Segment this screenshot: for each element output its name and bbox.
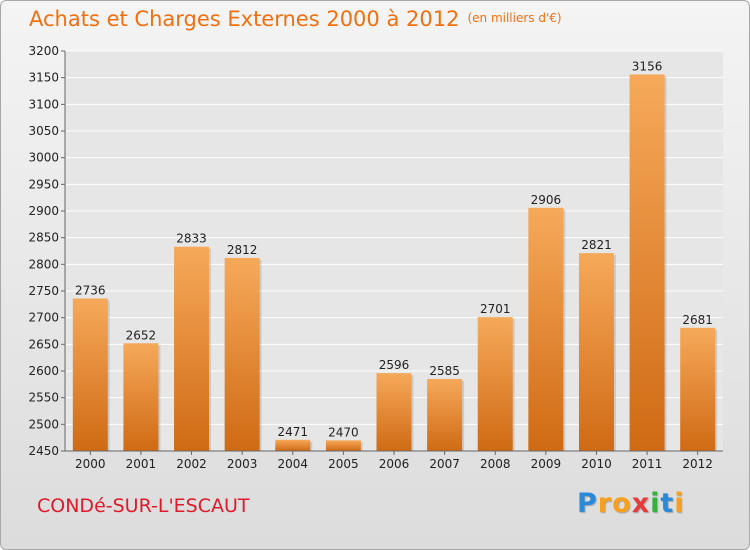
town-name: CONDé-SUR-L'ESCAUT [37, 495, 250, 517]
logo-letter: o [612, 488, 632, 519]
bar-value-label: 3156 [632, 59, 663, 73]
bar-value-label: 2681 [682, 313, 713, 327]
bar-value-label: 2833 [176, 232, 207, 246]
bar-value-label: 2596 [379, 358, 410, 372]
y-tick-label: 2550 [28, 391, 59, 405]
x-tick-label: 2007 [429, 457, 460, 471]
bar-2001 [123, 343, 159, 451]
x-tick-label: 2006 [379, 457, 410, 471]
y-tick-label: 2650 [28, 337, 59, 351]
y-tick-label: 2600 [28, 364, 59, 378]
bar-2005 [325, 440, 361, 451]
x-tick-label: 2008 [480, 457, 511, 471]
bar-value-label: 2471 [277, 425, 308, 439]
bar-2003 [224, 257, 260, 451]
x-tick-label: 2003 [227, 457, 258, 471]
bar-2000 [72, 298, 108, 451]
bar-2012 [680, 327, 716, 451]
x-tick-label: 2012 [682, 457, 713, 471]
x-axis-ticks: 2000 2001 2002 2003 2004 2005 2006 2007 2008 2009… [65, 450, 723, 471]
bar-value-label: 2906 [531, 193, 562, 207]
bar-value-label: 2812 [227, 243, 258, 257]
proxiti-logo: Proxiti [577, 488, 685, 519]
chart-title: Achats et Charges Externes 2000 à 2012 [29, 7, 460, 31]
logo-letter: r [597, 488, 613, 519]
bar-value-label: 2652 [126, 328, 157, 342]
x-tick-label: 2010 [581, 457, 612, 471]
chart-title-block: Achats et Charges Externes 2000 à 2012 (e… [29, 7, 562, 31]
y-tick-label: 2800 [28, 257, 59, 271]
logo-letter: i [674, 488, 685, 519]
bar-value-label: 2736 [75, 283, 106, 297]
y-tick-label: 3200 [28, 44, 59, 58]
bar-2011 [629, 74, 665, 451]
logo-letter: x [631, 488, 651, 519]
y-tick-label: 2900 [28, 204, 59, 218]
x-tick-label: 2004 [277, 457, 308, 471]
y-tick-label: 3150 [28, 71, 59, 85]
x-tick-label: 2001 [126, 457, 157, 471]
bar-value-label: 2470 [328, 425, 359, 439]
x-tick-label: 2011 [632, 457, 663, 471]
y-tick-label: 2450 [28, 444, 59, 458]
logo-letter: t [660, 488, 675, 519]
y-tick-label: 2700 [28, 311, 59, 325]
x-tick-label: 2000 [75, 457, 106, 471]
bar-2006 [376, 373, 412, 451]
bar-2007 [427, 379, 463, 451]
y-tick-label: 3050 [28, 124, 59, 138]
y-axis-ticks: 2450 2500 2550 2600 2650 2700 2750 2800 2850 2900… [28, 44, 66, 458]
bar-2009 [528, 207, 564, 451]
bar-value-label: 2701 [480, 302, 511, 316]
bars: 2736 2652 2833 2812 2471 2470 2596 2585 2701 2906… [72, 59, 718, 451]
bar-value-label: 2821 [581, 238, 612, 252]
y-tick-label: 3100 [28, 97, 59, 111]
chart-subtitle: (en milliers d'€) [467, 11, 562, 25]
x-tick-label: 2002 [176, 457, 207, 471]
logo-letter: i [650, 488, 661, 519]
bar-2004 [275, 439, 311, 451]
logo-letter: P [577, 488, 598, 519]
x-tick-label: 2005 [328, 457, 359, 471]
y-tick-label: 2950 [28, 177, 59, 191]
y-tick-label: 2500 [28, 417, 59, 431]
bar-value-label: 2585 [429, 364, 460, 378]
x-tick-label: 2009 [531, 457, 562, 471]
bar-2008 [477, 317, 513, 451]
y-tick-label: 2850 [28, 231, 59, 245]
y-tick-label: 3000 [28, 151, 59, 165]
bar-2010 [578, 253, 614, 451]
y-tick-label: 2750 [28, 284, 59, 298]
bar-2002 [174, 246, 210, 451]
